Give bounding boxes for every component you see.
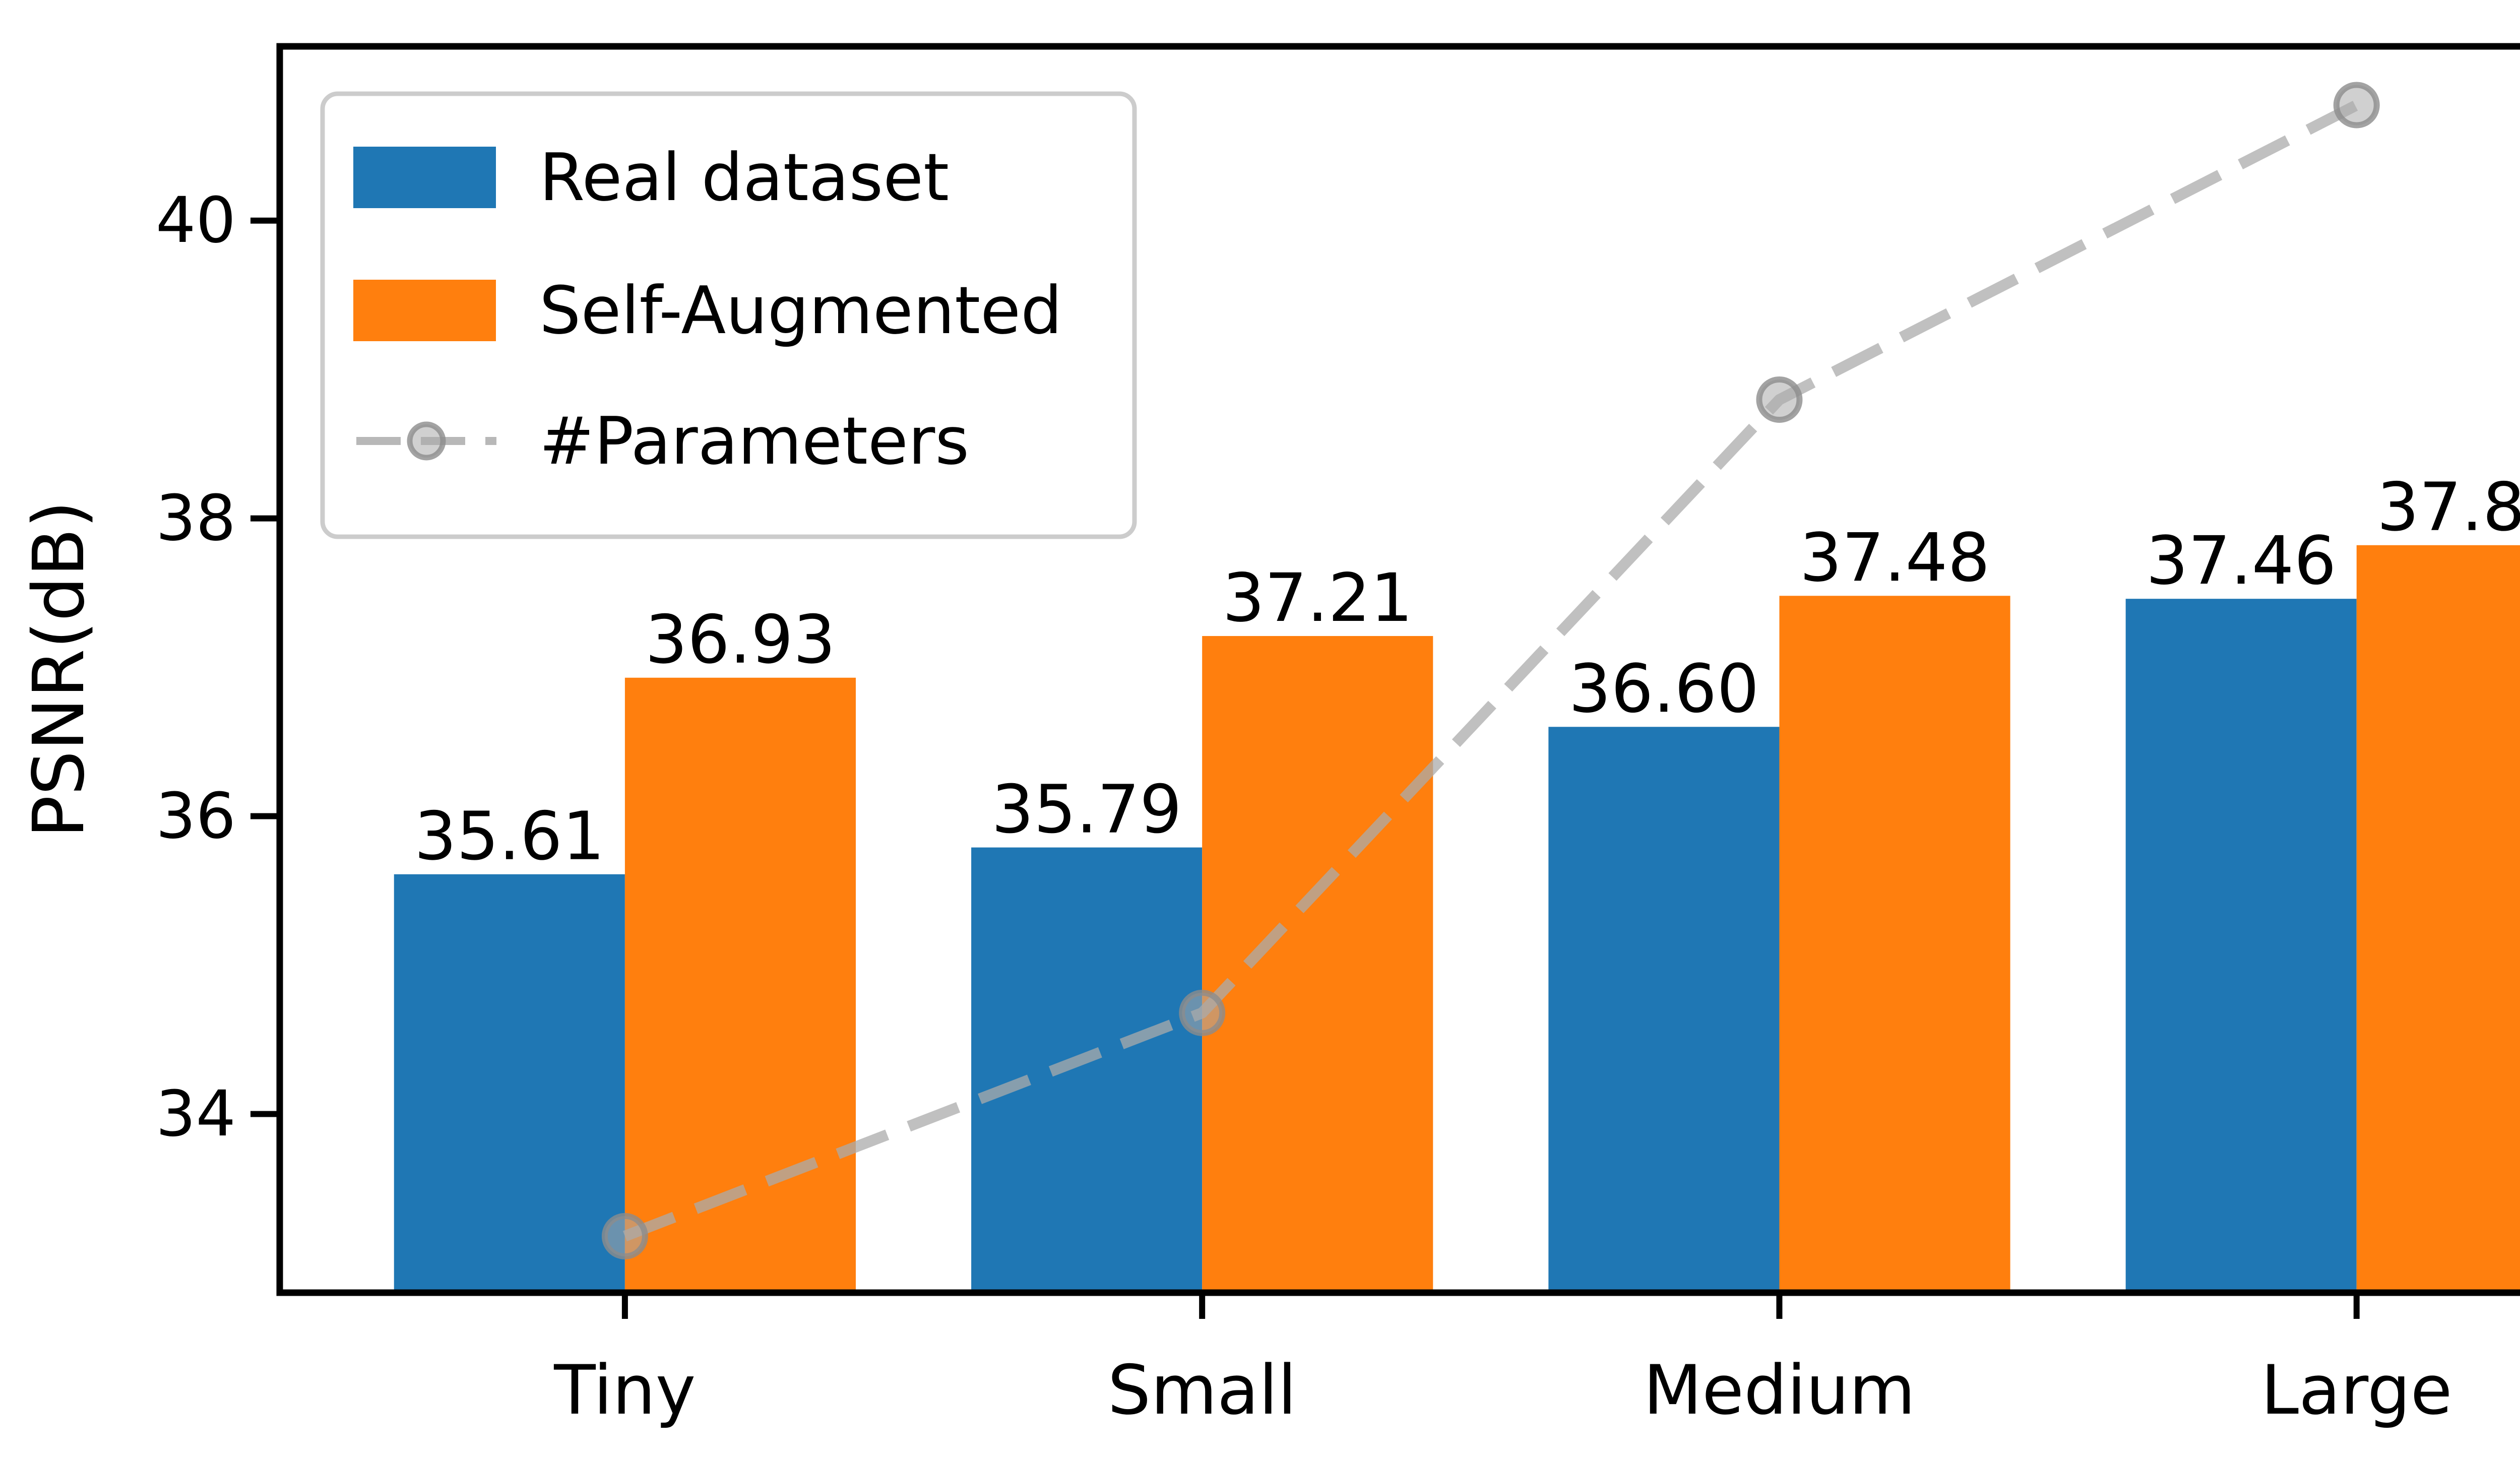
legend-marker-icon <box>407 421 446 461</box>
legend-label: Real dataset <box>539 139 949 216</box>
parameters-marker-tiny <box>601 1213 648 1259</box>
legend-label: Self-Augmented <box>539 272 1062 349</box>
bar-large-real <box>2125 599 2357 1293</box>
legend: Real dataset Self-Augmented #Parameters <box>320 91 1137 539</box>
bar-tiny-real <box>394 874 625 1293</box>
bar-value-labels: 35.61 36.93 35.79 37.21 36.60 37.48 37.46 37.82 <box>414 469 2520 875</box>
bar-value-label: 37.46 <box>2146 522 2337 600</box>
parameters-marker-medium <box>1756 376 1803 423</box>
bar-value-label: 37.21 <box>1222 559 1413 637</box>
bar-value-label: 36.60 <box>1568 650 1759 728</box>
x-tick-label-tiny: Tiny <box>553 1351 696 1430</box>
bar-tiny-selfaug <box>624 677 856 1293</box>
bar-large-selfaug <box>2356 545 2520 1293</box>
bar-medium-real <box>1548 727 1780 1293</box>
bar-small-real <box>971 847 1203 1293</box>
legend-swatch-self-augmented <box>353 280 496 341</box>
x-axis: Tiny Small Medium Large <box>553 1296 2452 1430</box>
left-tick-label: 38 <box>156 482 236 555</box>
left-tick-label: 40 <box>156 184 236 257</box>
left-tick-label: 34 <box>156 1077 236 1151</box>
left-axis-title: PSNR(dB) <box>18 500 100 838</box>
axes-frame <box>276 43 2520 1296</box>
x-tick-label-large: Large <box>2261 1351 2452 1430</box>
legend-swatch-real-dataset <box>353 147 496 208</box>
parameters-line <box>622 100 2359 1242</box>
x-tick-label-medium: Medium <box>1644 1351 1916 1430</box>
bar-value-label: 35.79 <box>991 771 1182 849</box>
legend-label: #Parameters <box>539 403 969 479</box>
bar-small-selfaug <box>1202 636 1433 1293</box>
legend-frame <box>320 91 1137 539</box>
bars-group <box>394 545 2520 1293</box>
bar-medium-selfaug <box>1779 596 2010 1293</box>
bar-value-label: 37.48 <box>1800 519 1990 597</box>
parameters-marker-small <box>1179 989 1226 1036</box>
x-tick-label-small: Small <box>1108 1351 1297 1430</box>
left-axis: 34 36 38 40 <box>156 184 277 1151</box>
bar-value-label: 37.82 <box>2377 469 2520 546</box>
parameters-marker-large <box>2333 82 2380 129</box>
left-tick-label: 36 <box>156 780 236 853</box>
bar-value-label: 35.61 <box>414 798 605 875</box>
bar-value-label: 36.93 <box>645 601 836 679</box>
